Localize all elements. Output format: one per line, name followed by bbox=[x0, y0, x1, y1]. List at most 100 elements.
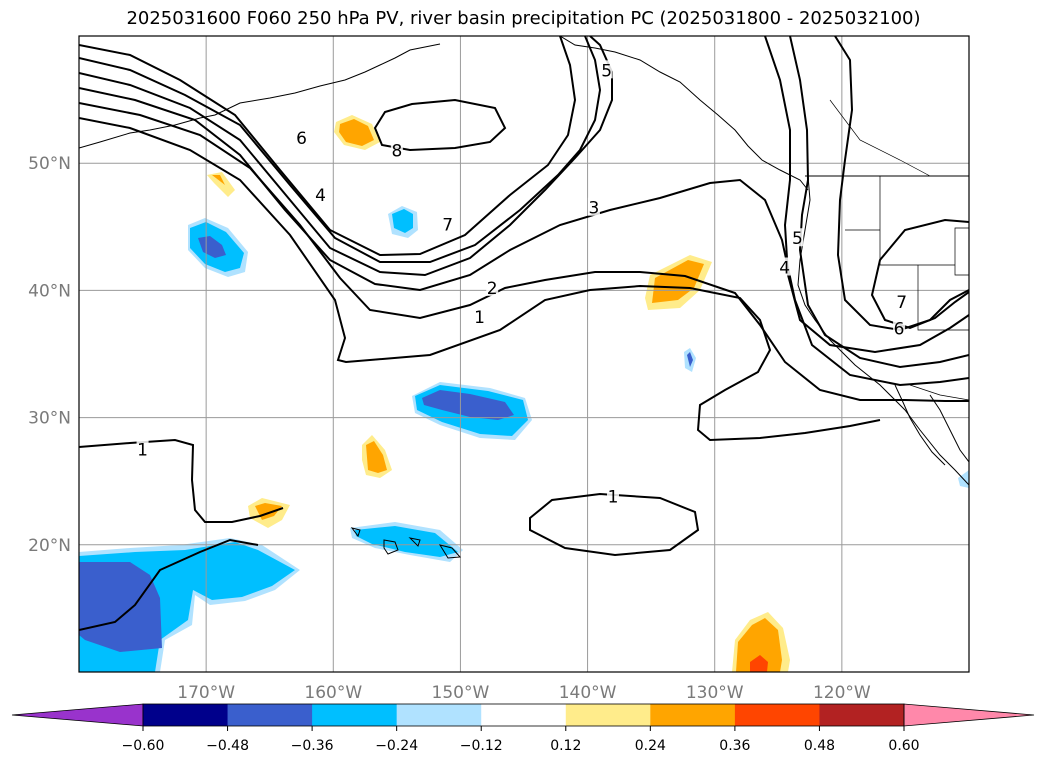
coast-mainland-mex bbox=[929, 394, 969, 463]
contour-label-bg bbox=[778, 257, 791, 276]
colorbar-segment bbox=[227, 704, 313, 726]
contour-label-bg bbox=[587, 197, 600, 216]
lon-tick-label: 140°W bbox=[559, 683, 617, 703]
longitude-tick-labels: 170°W 160°W 150°W 140°W 130°W 120°W bbox=[177, 683, 871, 703]
coast-hawaii-oahu bbox=[383, 539, 399, 555]
pv-contours bbox=[79, 36, 969, 631]
contour-label-bg bbox=[136, 439, 149, 458]
pv-contour-1-south bbox=[79, 538, 259, 631]
pv-contour-3 bbox=[79, 87, 969, 387]
colorbar-extend-max bbox=[903, 703, 1035, 727]
coast-hawaii-kauai bbox=[350, 527, 361, 538]
chart-title: 2025031600 F060 250 hPa PV, river basin … bbox=[126, 8, 921, 29]
colorbar-frame bbox=[142, 703, 905, 727]
fill-pos-12n-orange bbox=[736, 618, 782, 672]
fill-155w-mid bbox=[392, 209, 413, 233]
contour-label: 6 bbox=[296, 129, 307, 149]
colorbar-tick-label: −0.36 bbox=[291, 738, 334, 754]
contour-label-bg bbox=[314, 185, 327, 203]
contour-label: 7 bbox=[896, 293, 907, 313]
precipitation-fill-layer bbox=[79, 115, 969, 672]
contour-label: 6 bbox=[894, 320, 905, 340]
coast-hawaii-maui bbox=[408, 537, 421, 547]
coast-hawaii-big bbox=[438, 544, 462, 559]
colorbar-tick-label: 0.60 bbox=[888, 738, 919, 754]
colorbar-tick-label: 0.12 bbox=[550, 738, 581, 754]
contour-label-bg bbox=[893, 318, 906, 337]
contour-label: 8 bbox=[391, 141, 402, 161]
lat-tick-label: 50°N bbox=[28, 154, 71, 174]
border-states-4 bbox=[829, 99, 931, 177]
fill-blob-dark bbox=[422, 390, 514, 420]
contour-label: 3 bbox=[589, 199, 600, 219]
colorbar-segment bbox=[312, 704, 398, 726]
coast-baja bbox=[894, 384, 946, 466]
colorbar-segment bbox=[734, 704, 820, 726]
contour-label: 5 bbox=[792, 229, 803, 249]
colorbar-tick-label: −0.60 bbox=[122, 738, 165, 754]
contour-label: 7 bbox=[442, 215, 453, 235]
map-frame bbox=[78, 35, 970, 673]
pv-contour-1-main bbox=[79, 117, 881, 442]
pv-contour-5-east bbox=[789, 36, 969, 369]
pv-contour-6-east bbox=[764, 36, 969, 354]
colorbar-segment bbox=[396, 704, 482, 726]
contour-label-bg bbox=[441, 214, 454, 233]
pv-contour-5-west bbox=[79, 36, 602, 263]
fill-pos-49n bbox=[207, 172, 235, 197]
colorbar-tick-label: −0.24 bbox=[375, 738, 418, 754]
fill-neg-dark bbox=[79, 562, 162, 652]
border-states-3 bbox=[917, 265, 969, 331]
lat-tick-label: 30°N bbox=[28, 409, 71, 429]
colorbar-tick-label: 0.36 bbox=[719, 738, 750, 754]
lon-tick-label: 120°W bbox=[813, 683, 871, 703]
fill-170w-dark bbox=[198, 236, 226, 258]
pv-contour-4 bbox=[79, 36, 613, 277]
colorbar-segment bbox=[143, 704, 229, 726]
colorbar-tick-label: 0.24 bbox=[635, 738, 666, 754]
border-states-1 bbox=[879, 176, 955, 266]
fill-pos-12n-red bbox=[750, 655, 768, 672]
contour-label: 1 bbox=[137, 440, 148, 460]
contour-label-bg bbox=[486, 277, 499, 296]
colorbar-tick-label: 0.48 bbox=[804, 738, 835, 754]
contour-label: 5 bbox=[601, 61, 612, 81]
fill-pos-53n-orange bbox=[339, 119, 374, 146]
contour-label-bg bbox=[473, 307, 486, 326]
colorbar-tick-label: −0.48 bbox=[206, 738, 249, 754]
contour-label: 1 bbox=[608, 487, 619, 507]
pv-contour-7-east bbox=[834, 36, 969, 332]
map-gridlines bbox=[79, 36, 969, 672]
contour-label: 4 bbox=[315, 186, 326, 206]
lat-tick-label: 20°N bbox=[28, 536, 71, 556]
lon-tick-label: 170°W bbox=[177, 683, 235, 703]
pv-contour-1-west bbox=[79, 438, 284, 523]
colorbar-extend-min bbox=[11, 703, 144, 727]
fill-132w-dark bbox=[687, 352, 693, 367]
pv-contour-1-oval bbox=[529, 492, 700, 557]
contour-label: 4 bbox=[779, 259, 790, 279]
fill-hawaii-mid bbox=[355, 526, 458, 557]
contour-label: 2 bbox=[487, 279, 498, 299]
contour-label: 1 bbox=[474, 308, 485, 328]
lon-tick-label: 150°W bbox=[432, 683, 490, 703]
contour-label-bg bbox=[607, 486, 619, 505]
contour-label-bg bbox=[390, 140, 403, 159]
colorbar-segment bbox=[565, 704, 651, 726]
latitude-tick-labels: 20°N 30°N 40°N 50°N bbox=[28, 154, 71, 556]
fill-pos-49n-orange bbox=[212, 175, 225, 185]
border-baja bbox=[954, 227, 969, 276]
fill-pos-40n-orange bbox=[652, 260, 704, 303]
border-us-mexico bbox=[909, 384, 969, 401]
colorbar-segment bbox=[819, 704, 905, 726]
lon-tick-label: 130°W bbox=[686, 683, 744, 703]
colorbar-tick-label: −0.12 bbox=[460, 738, 503, 754]
contour-label-bg bbox=[895, 291, 908, 310]
colorbar: −0.60 −0.48 −0.36 −0.24 −0.12 0.12 0.24 0.36 0.4… bbox=[11, 703, 1035, 754]
pv-contour-7-ring bbox=[870, 218, 969, 330]
pv-contour-6-west bbox=[79, 36, 577, 257]
colorbar-segment bbox=[650, 704, 736, 726]
lon-tick-label: 160°W bbox=[304, 683, 362, 703]
